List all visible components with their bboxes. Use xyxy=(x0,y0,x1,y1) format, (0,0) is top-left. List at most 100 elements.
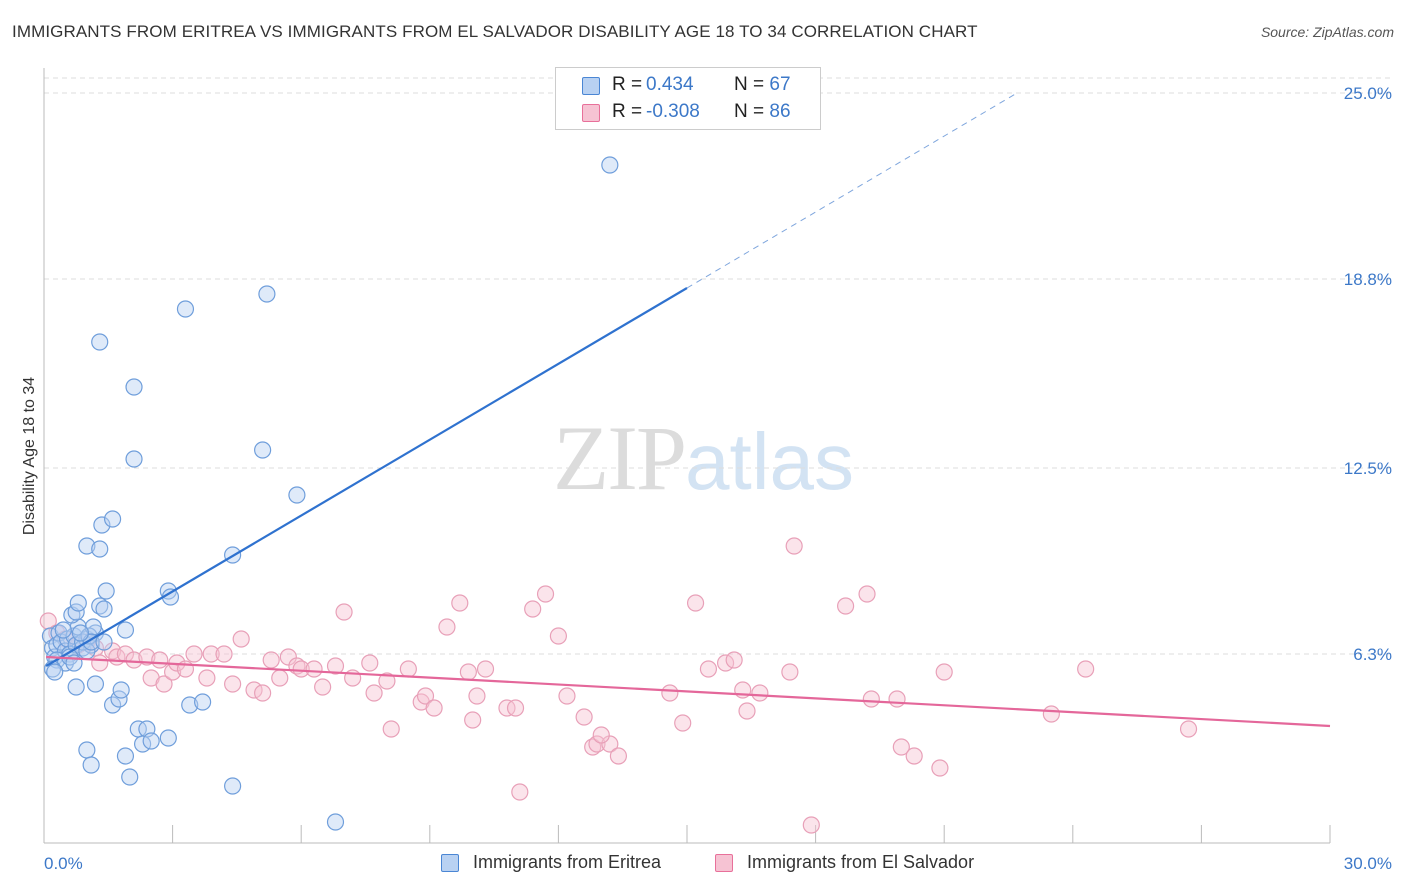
data-point-el-salvador xyxy=(254,684,272,702)
data-point-el-salvador xyxy=(699,660,718,678)
legend-r-value: -0.308 xyxy=(646,101,700,122)
data-point-eritrea xyxy=(93,516,111,534)
data-point-el-salvador xyxy=(601,735,619,753)
data-point-eritrea xyxy=(181,696,199,714)
trend-lines xyxy=(45,92,1331,728)
data-point-eritrea xyxy=(54,621,72,639)
data-point-el-salvador xyxy=(661,684,679,702)
data-point-eritrea xyxy=(97,582,115,600)
trend-line-el-salvador xyxy=(46,655,1331,728)
data-point-eritrea xyxy=(78,741,96,759)
data-point-el-salvador xyxy=(399,660,417,678)
watermark-zip: ZIP xyxy=(553,407,687,509)
data-point-el-salvador xyxy=(305,660,323,678)
data-point-el-salvador xyxy=(382,720,400,738)
legend-n-text: N = xyxy=(734,101,770,122)
bottom-legend-swatch-el-salvador xyxy=(715,854,733,872)
data-point-el-salvador xyxy=(549,627,568,645)
data-point-el-salvador xyxy=(888,690,906,708)
data-point-eritrea xyxy=(103,696,122,714)
data-point-el-salvador xyxy=(785,537,803,555)
y-tick-label: 25.0% xyxy=(1344,84,1392,103)
data-point-eritrea xyxy=(71,624,90,642)
data-point-el-salvador xyxy=(279,648,297,666)
data-point-eritrea xyxy=(142,732,160,750)
bottom-legend-label: Immigrants from Eritrea xyxy=(473,852,662,872)
data-point-el-salvador xyxy=(314,678,332,696)
data-point-el-salvador xyxy=(536,585,555,603)
data-point-el-salvador xyxy=(224,675,242,693)
data-point-eritrea xyxy=(69,594,87,612)
x-tick-label: 0.0% xyxy=(44,854,83,873)
data-point-eritrea xyxy=(601,156,619,174)
legend-r-label: R = xyxy=(612,101,643,122)
data-point-el-salvador xyxy=(862,690,880,708)
data-point-eritrea xyxy=(288,486,306,504)
data-point-eritrea xyxy=(121,768,139,786)
series-el-salvador xyxy=(39,537,1198,834)
data-point-el-salvador xyxy=(468,687,486,705)
y-tick-label: 12.5% xyxy=(1344,459,1392,478)
y-axis-label: Disability Age 18 to 34 xyxy=(21,377,38,535)
data-point-el-salvador xyxy=(592,726,610,744)
source-note: Source: ZipAtlas.com xyxy=(1260,24,1394,40)
watermark-atlas: atlas xyxy=(685,417,854,506)
data-point-eritrea xyxy=(95,600,113,618)
legend-n-label: N = 67 xyxy=(734,74,791,96)
data-point-el-salvador xyxy=(232,630,250,648)
data-point-el-salvador xyxy=(725,651,743,669)
data-point-eritrea xyxy=(78,537,96,555)
data-point-el-salvador xyxy=(185,645,203,663)
data-point-el-salvador xyxy=(202,645,220,663)
legend-n-text: N = xyxy=(734,74,770,95)
data-point-eritrea xyxy=(103,510,122,528)
data-point-el-salvador xyxy=(558,687,576,705)
data-point-el-salvador xyxy=(751,684,769,702)
data-point-el-salvador xyxy=(511,783,529,801)
data-point-el-salvador xyxy=(524,600,542,618)
data-point-eritrea xyxy=(67,678,85,696)
chart-title: IMMIGRANTS FROM ERITREA VS IMMIGRANTS FR… xyxy=(12,22,978,41)
data-point-eritrea xyxy=(91,540,109,558)
data-point-el-salvador xyxy=(91,654,109,672)
data-point-eritrea xyxy=(254,441,272,459)
data-point-el-salvador xyxy=(858,585,876,603)
data-point-eritrea xyxy=(116,747,135,765)
data-point-el-salvador xyxy=(1042,705,1060,723)
data-point-eritrea xyxy=(125,378,143,396)
data-point-eritrea xyxy=(95,633,113,651)
data-point-el-salvador xyxy=(425,699,443,717)
data-point-eritrea xyxy=(125,450,143,468)
data-point-el-salvador xyxy=(438,618,456,636)
data-point-el-salvador xyxy=(1179,720,1198,738)
data-point-el-salvador xyxy=(326,657,345,675)
data-point-eritrea xyxy=(116,621,135,639)
data-point-el-salvador xyxy=(271,669,289,687)
data-point-el-salvador xyxy=(892,738,910,756)
data-point-el-salvador xyxy=(837,597,855,615)
data-point-el-salvador xyxy=(935,663,953,681)
data-point-eritrea xyxy=(194,693,212,711)
data-point-eritrea xyxy=(46,663,64,681)
data-point-el-salvador xyxy=(416,687,435,705)
series-eritrea xyxy=(41,156,619,831)
data-point-el-salvador xyxy=(464,711,482,729)
data-point-el-salvador xyxy=(674,714,692,732)
data-point-el-salvador xyxy=(361,654,379,672)
data-point-el-salvador xyxy=(459,663,477,681)
tick-labels: 6.3% 12.5% 18.8% 25.0% 0.0% 30.0% xyxy=(44,84,1392,873)
data-point-el-salvador xyxy=(802,816,820,834)
trend-line-eritrea-extension xyxy=(686,92,1018,289)
bottom-legend-label: Immigrants from El Salvador xyxy=(747,852,975,872)
data-point-el-salvador xyxy=(506,699,525,717)
data-point-el-salvador xyxy=(155,675,173,693)
data-point-el-salvador xyxy=(588,735,606,753)
legend-r-value: 0.434 xyxy=(646,74,694,95)
axes xyxy=(43,68,1331,844)
bottom-legend: Immigrants from Eritrea Immigrants from … xyxy=(0,851,1406,877)
legend-n-value: 67 xyxy=(769,74,791,95)
data-point-el-salvador xyxy=(335,603,353,621)
data-point-el-salvador xyxy=(262,651,280,669)
data-point-el-salvador xyxy=(476,660,495,678)
y-tick-label: 18.8% xyxy=(1344,270,1392,289)
